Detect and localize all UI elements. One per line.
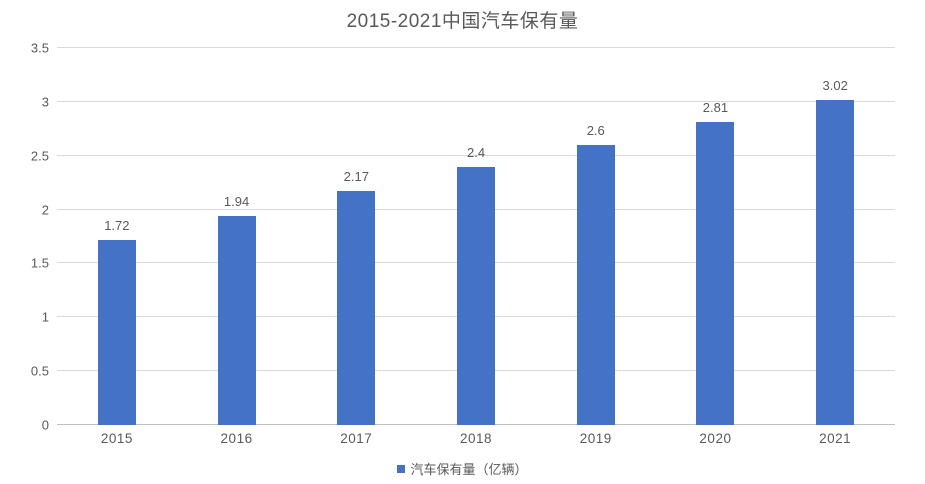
x-tick-label: 2016: [220, 431, 253, 446]
plot-area: 1.72 1.94 2.17 2.4 2.6 2.81 3.02: [57, 47, 895, 425]
data-label: 2.81: [702, 100, 729, 116]
x-tick-label: 2019: [579, 431, 612, 446]
data-label: 2.17: [343, 169, 369, 185]
y-tick-label: 1.5: [30, 255, 49, 271]
y-tick-label: 0.5: [30, 363, 49, 379]
gridline: [57, 154, 895, 156]
y-tick-label: 1: [41, 309, 49, 325]
x-tick-label: 2021: [819, 431, 852, 446]
x-tick-label: 2020: [699, 431, 732, 446]
bar-2021: [816, 99, 855, 425]
bar-column: 2.81: [656, 48, 776, 425]
chart-title: 2015-2021中国汽车保有量: [346, 11, 579, 32]
y-tick-label: 3.5: [30, 40, 49, 56]
gridline: [57, 47, 895, 48]
y-axis: 0 0.5 1 1.5 2 2.5 3 3.5: [0, 42, 49, 432]
bars-container: 1.72 1.94 2.17 2.4 2.6 2.81 3.02: [57, 48, 895, 425]
gridline: [57, 100, 895, 102]
bar-column: 1.94: [177, 48, 297, 425]
bar-2016: [217, 216, 256, 425]
y-tick-label: 2: [41, 202, 49, 218]
bar-2019: [576, 144, 615, 425]
x-tick-label: 2018: [459, 431, 493, 446]
bar-column: 1.72: [57, 48, 177, 425]
data-label: 1.72: [104, 217, 130, 233]
data-label: 2.6: [586, 122, 605, 138]
bar-2018: [457, 166, 496, 425]
bar-2017: [337, 191, 376, 425]
data-label: 1.94: [223, 194, 250, 210]
data-label: 2.4: [466, 144, 486, 160]
x-tick-label: 2017: [340, 431, 373, 446]
legend-marker-icon: [397, 464, 406, 473]
y-tick-label: 2.5: [30, 148, 49, 164]
legend: 汽车保有量（亿辆）: [0, 459, 925, 478]
x-tick-label: 2015: [100, 431, 133, 446]
legend-label: 汽车保有量（亿辆）: [410, 462, 528, 477]
y-tick-label: 0: [41, 417, 49, 433]
x-axis: 2015 2016 2017 2018 2019 2020 2021: [57, 431, 895, 446]
bar-column: 3.02: [775, 48, 895, 425]
data-label: 3.02: [822, 77, 848, 93]
bar-column: 2.6: [536, 48, 656, 425]
y-tick-label: 3: [41, 94, 49, 110]
bar-column: 2.17: [296, 48, 416, 425]
bar-2015: [97, 239, 136, 425]
bar-2020: [696, 122, 735, 425]
bar-column: 2.4: [416, 48, 536, 425]
